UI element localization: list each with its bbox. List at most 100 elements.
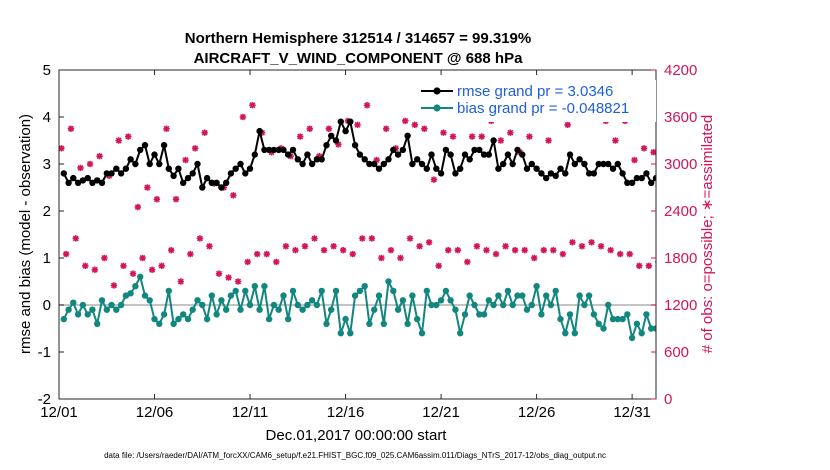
bias-point [366,320,373,327]
bias-point [404,320,411,327]
bias-point [170,320,177,327]
bias-point [299,306,306,313]
bias-point [385,278,392,285]
bias-point [165,287,172,295]
rmse-point [614,160,621,168]
bias-point [614,315,621,323]
rmse-point [452,170,459,177]
obs-marker [148,266,156,273]
obs-marker [244,258,251,266]
bias-point [84,311,91,318]
bias-point [394,306,402,313]
rmse-point [404,132,411,139]
x-tick-label: 12/01 [40,404,78,421]
obs-marker [645,262,653,270]
bias-point [194,297,201,304]
y-tick-label: 3 [43,156,51,173]
rmse-point [117,170,125,177]
bias-point [261,283,268,290]
obs-marker [67,125,75,132]
x-axis: 12/01 12/06 12/11 12/16 12/21 12/26 12/31 [40,70,651,421]
obs-marker [239,113,247,121]
obs-marker [72,235,79,242]
bias-point [576,292,583,299]
obs-marker [440,129,447,136]
bias-point [342,315,349,323]
bias-point [409,292,416,299]
bias-point [414,315,421,323]
rmse-point [600,160,607,168]
rmse-point [280,146,287,154]
rmse-point [523,165,531,172]
obs-marker [139,254,146,262]
rmse-point [461,151,469,158]
y-tick-label: 1 [43,250,51,267]
rmse-point [571,160,578,168]
bias-point [600,325,607,332]
rmse-point [366,160,373,168]
bias-point [437,297,445,304]
bias-point [423,287,430,295]
obs-marker [225,274,232,281]
bias-point [347,330,354,337]
obs-marker [206,243,213,250]
y-axis-left: -2 -1 0 1 2 3 4 5 [38,62,64,408]
obs-marker [215,270,223,277]
rmse-point [375,165,383,172]
rmse-point [652,174,656,182]
bias-point [356,287,364,295]
rmse-point [619,170,626,177]
y2-tick-label: 600 [664,344,689,361]
rmse-point [94,177,101,184]
bias-point [332,287,340,295]
rmse-point [418,160,426,168]
plot-frame [58,69,657,400]
rmse-point [122,165,130,172]
bias-point [638,330,645,337]
rmse-point [141,142,149,149]
y2-axis-label: # of obs: o=possible; ∗=assimilated [699,115,716,354]
obs-marker [115,137,122,144]
obs-marker [616,250,624,258]
y-axis-label: rmse and bias (model - observation) [17,114,34,354]
rmse-point [442,146,450,154]
obs-marker [363,102,371,109]
obs-marker [425,239,433,246]
obs-marker [158,262,165,270]
rmse-point [590,170,598,177]
rmse-point [304,151,311,158]
y-tick-label: -1 [38,344,51,361]
rmse-point [242,170,249,177]
bias-point [476,311,483,318]
rmse-point [533,165,540,172]
rmse-point [519,151,526,158]
rmse-point [132,160,139,168]
bias-point [595,320,602,327]
x-tick-label: 12/16 [327,404,365,421]
obs-marker [230,192,237,199]
obs-marker [531,254,538,262]
obs-marker [607,246,614,254]
obs-marker [378,254,385,262]
bias-point [581,301,588,309]
bias-point [275,306,282,313]
rmse-point [538,170,545,177]
rmse-point [595,160,602,168]
data-file-footnote: data file: /Users/raeder/DAI/ATM_forcXX/… [104,451,606,460]
obs-marker [82,262,89,270]
bias-point [571,330,578,337]
obs-marker [339,246,347,254]
obs-marker [234,278,242,285]
rmse-point [74,179,82,186]
bias-point [361,283,368,290]
rmse-point [490,137,497,144]
obs-marker [416,243,423,250]
rmse-point [313,156,321,163]
rmse-point [509,160,516,168]
rmse-point [113,165,120,172]
legend-bias-label: bias grand pr = -0.048821 [457,100,629,117]
rmse-point [213,179,220,186]
bias-point [70,299,77,306]
obs-marker [507,129,514,136]
